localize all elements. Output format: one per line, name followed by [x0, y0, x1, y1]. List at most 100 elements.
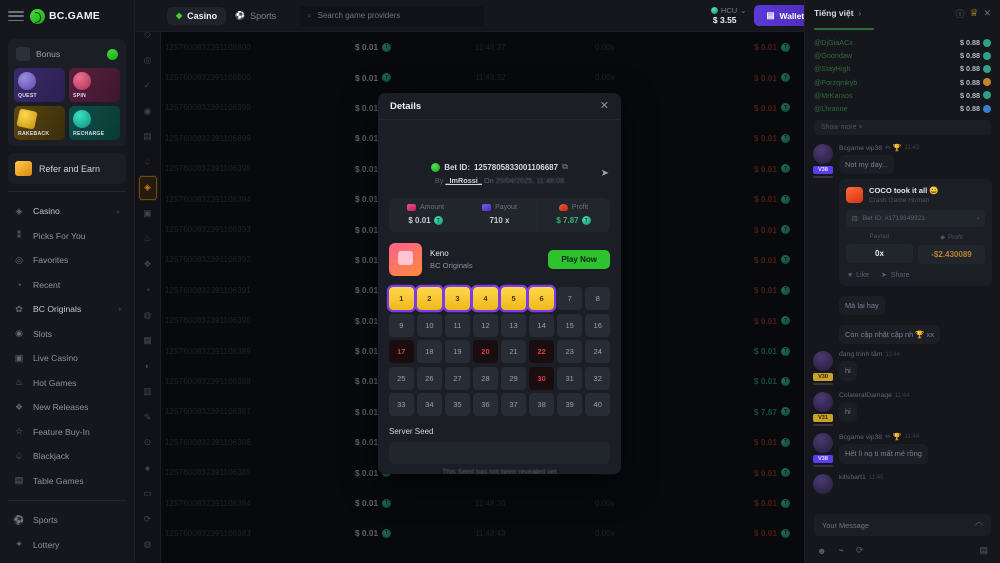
keno-cell-29[interactable]: 29 — [501, 366, 526, 390]
keno-cell-14[interactable]: 14 — [529, 313, 554, 337]
keno-cell-23[interactable]: 23 — [557, 340, 582, 363]
rail-icon-2[interactable]: ✓ — [143, 80, 152, 91]
keno-cell-13[interactable]: 13 — [501, 313, 526, 337]
rain-row[interactable]: @Goondaw $ 0.88 — [814, 49, 991, 62]
sidebar-item-picks-for-you[interactable]: ⁑ Picks For You — [8, 224, 126, 249]
keno-cell-40[interactable]: 40 — [585, 393, 610, 416]
rail-icon-12[interactable]: ▦ — [143, 335, 152, 346]
rail-icon-16[interactable]: ⊙ — [143, 437, 152, 448]
sidebar-item-table-games[interactable]: ▤ Table Games — [8, 469, 126, 494]
rail-icon-17[interactable]: ♠ — [145, 463, 150, 474]
message-author[interactable]: killsbart1 — [839, 474, 866, 482]
tile-rakeback[interactable]: RAKEBACK — [14, 106, 65, 140]
avatar[interactable] — [813, 351, 833, 372]
close-icon[interactable]: ✕ — [983, 7, 991, 18]
card-bet-id[interactable]: ⚄ Bet ID: #1719349321 › — [846, 210, 985, 228]
keno-cell-4[interactable]: 4 — [473, 287, 498, 310]
rain-row[interactable]: @DjGiaACx $ 0.88 — [814, 36, 991, 49]
rain-row[interactable]: @Lhranne $ 0.88 — [814, 102, 991, 115]
search-box[interactable]: ⌕ — [299, 5, 485, 26]
keno-cell-15[interactable]: 15 — [557, 313, 582, 337]
rain-row[interactable]: @StayHigh $ 0.88 — [814, 62, 991, 75]
rail-icon-5[interactable]: ♤ — [143, 156, 152, 167]
gif-icon[interactable]: ⌁ — [838, 545, 844, 555]
avatar[interactable] — [813, 144, 833, 165]
keno-cell-22[interactable]: 22 — [529, 340, 554, 363]
sidebar-item-lottery[interactable]: ✦ Lottery — [8, 533, 126, 558]
bonus-row[interactable]: Bonus — [14, 45, 120, 68]
keno-cell-20[interactable]: 20 — [473, 340, 498, 363]
rail-icon-7[interactable]: ▣ — [143, 207, 152, 218]
tab-casino[interactable]: ◆ Casino — [167, 6, 227, 25]
keno-cell-8[interactable]: 8 — [585, 287, 610, 310]
keno-cell-39[interactable]: 39 — [557, 393, 582, 416]
sidebar-item-favorites[interactable]: ◎ Favorites — [8, 248, 126, 273]
bonus-card[interactable]: Bonus QUEST SPIN RAKEBACK RECHARGE — [8, 39, 126, 146]
message-author[interactable]: đang trịnh tâm — [839, 351, 883, 359]
keno-cell-38[interactable]: 38 — [529, 393, 554, 416]
keno-cell-34[interactable]: 34 — [417, 393, 442, 416]
rail-icon-14[interactable]: ▥ — [143, 386, 152, 397]
sidebar-item-sports[interactable]: ⚽ Sports — [8, 508, 126, 533]
keno-cell-16[interactable]: 16 — [585, 313, 610, 337]
keno-cell-18[interactable]: 18 — [417, 340, 442, 363]
message-input[interactable] — [822, 520, 970, 530]
rail-icon-13[interactable]: ◐ — [144, 361, 151, 372]
message-input-box[interactable]: ◠ — [814, 514, 991, 536]
rail-icon-9[interactable]: ❖ — [143, 258, 152, 269]
rain-row[interactable]: @Porzqmkyb $ 0.88 — [814, 76, 991, 89]
keno-cell-12[interactable]: 12 — [473, 313, 498, 337]
keno-cell-3[interactable]: 3 — [445, 287, 470, 310]
message-author[interactable]: ColateralDamage — [839, 392, 892, 400]
shared-bet-card[interactable]: COCO took it all 😀 Crash Game Human ⚄ Bet I… — [839, 179, 992, 287]
keno-cell-25[interactable]: 25 — [389, 366, 414, 390]
chevron-right-icon[interactable]: › — [858, 8, 862, 18]
message-author[interactable]: Bcgame vip38 — [839, 433, 883, 441]
info-icon[interactable]: ⓘ — [955, 8, 965, 19]
avatar[interactable] — [813, 433, 833, 454]
keno-cell-33[interactable]: 33 — [389, 393, 414, 416]
balance-display[interactable]: HCU ⌄ $ 3.55 — [710, 6, 746, 25]
sidebar-item-live-casino[interactable]: ▣ Live Casino — [8, 346, 126, 371]
avatar[interactable] — [813, 474, 833, 495]
calendar-icon[interactable]: ▤ — [979, 545, 988, 555]
rain-icon[interactable]: ⟳ — [855, 545, 864, 555]
keno-cell-11[interactable]: 11 — [445, 313, 470, 337]
rail-icon-19[interactable]: ⟳ — [143, 513, 152, 524]
keno-cell-10[interactable]: 10 — [417, 313, 442, 337]
menu-toggle-icon[interactable] — [8, 9, 24, 23]
keno-cell-28[interactable]: 28 — [473, 366, 498, 390]
sidebar-item-casino[interactable]: ◈ Casino ⌄ — [8, 199, 126, 224]
brand-logo[interactable]: BC.GAME — [30, 8, 100, 24]
sidebar-item-bc-originals[interactable]: ✿ BC Originals › — [8, 297, 126, 322]
server-seed-field[interactable] — [389, 442, 610, 464]
share-button[interactable]: ➤ Share — [881, 271, 910, 280]
tile-recharge[interactable]: RECHARGE — [69, 106, 120, 140]
rail-icon-18[interactable]: ▭ — [143, 488, 152, 499]
sidebar-item-recent[interactable]: ◔ Recent — [8, 273, 126, 298]
rail-icon-15[interactable]: ✎ — [143, 411, 152, 422]
rail-icon-21[interactable]: ▢ — [138, 558, 158, 563]
keno-cell-17[interactable]: 17 — [389, 340, 414, 363]
keno-cell-5[interactable]: 5 — [501, 287, 526, 310]
keno-cell-6[interactable]: 6 — [529, 287, 554, 310]
rail-icon-1[interactable]: ◎ — [143, 54, 152, 65]
refer-and-earn-item[interactable]: Refer and Earn — [8, 153, 126, 184]
search-input[interactable] — [317, 11, 477, 20]
chat-messages[interactable]: V38 Bcgame vip38 ✏ 🏆 11:43 Not my day... COCO… — [805, 135, 1000, 508]
close-icon[interactable]: ✕ — [599, 99, 609, 112]
sidebar-item-new-releases[interactable]: ❖ New Releases — [8, 395, 126, 420]
keno-cell-9[interactable]: 9 — [389, 313, 414, 337]
trophy-icon[interactable]: ♕ — [969, 7, 979, 19]
share-icon[interactable]: ➤ — [600, 168, 609, 179]
play-now-button[interactable]: Play Now — [548, 250, 610, 269]
show-more-button[interactable]: Show more > — [814, 120, 991, 136]
tile-quest[interactable]: QUEST — [14, 68, 65, 102]
rail-icon-6[interactable]: ◈ — [137, 175, 158, 201]
sidebar-item-hot-games[interactable]: ♨ Hot Games — [8, 371, 126, 396]
rain-row[interactable]: @MrKaraos $ 0.88 — [814, 89, 991, 102]
rail-icon-0[interactable]: ◇ — [144, 29, 151, 40]
copy-icon[interactable]: ⧉ — [562, 162, 568, 171]
keno-cell-32[interactable]: 32 — [585, 366, 610, 390]
like-button[interactable]: ♥ Like — [848, 271, 869, 279]
